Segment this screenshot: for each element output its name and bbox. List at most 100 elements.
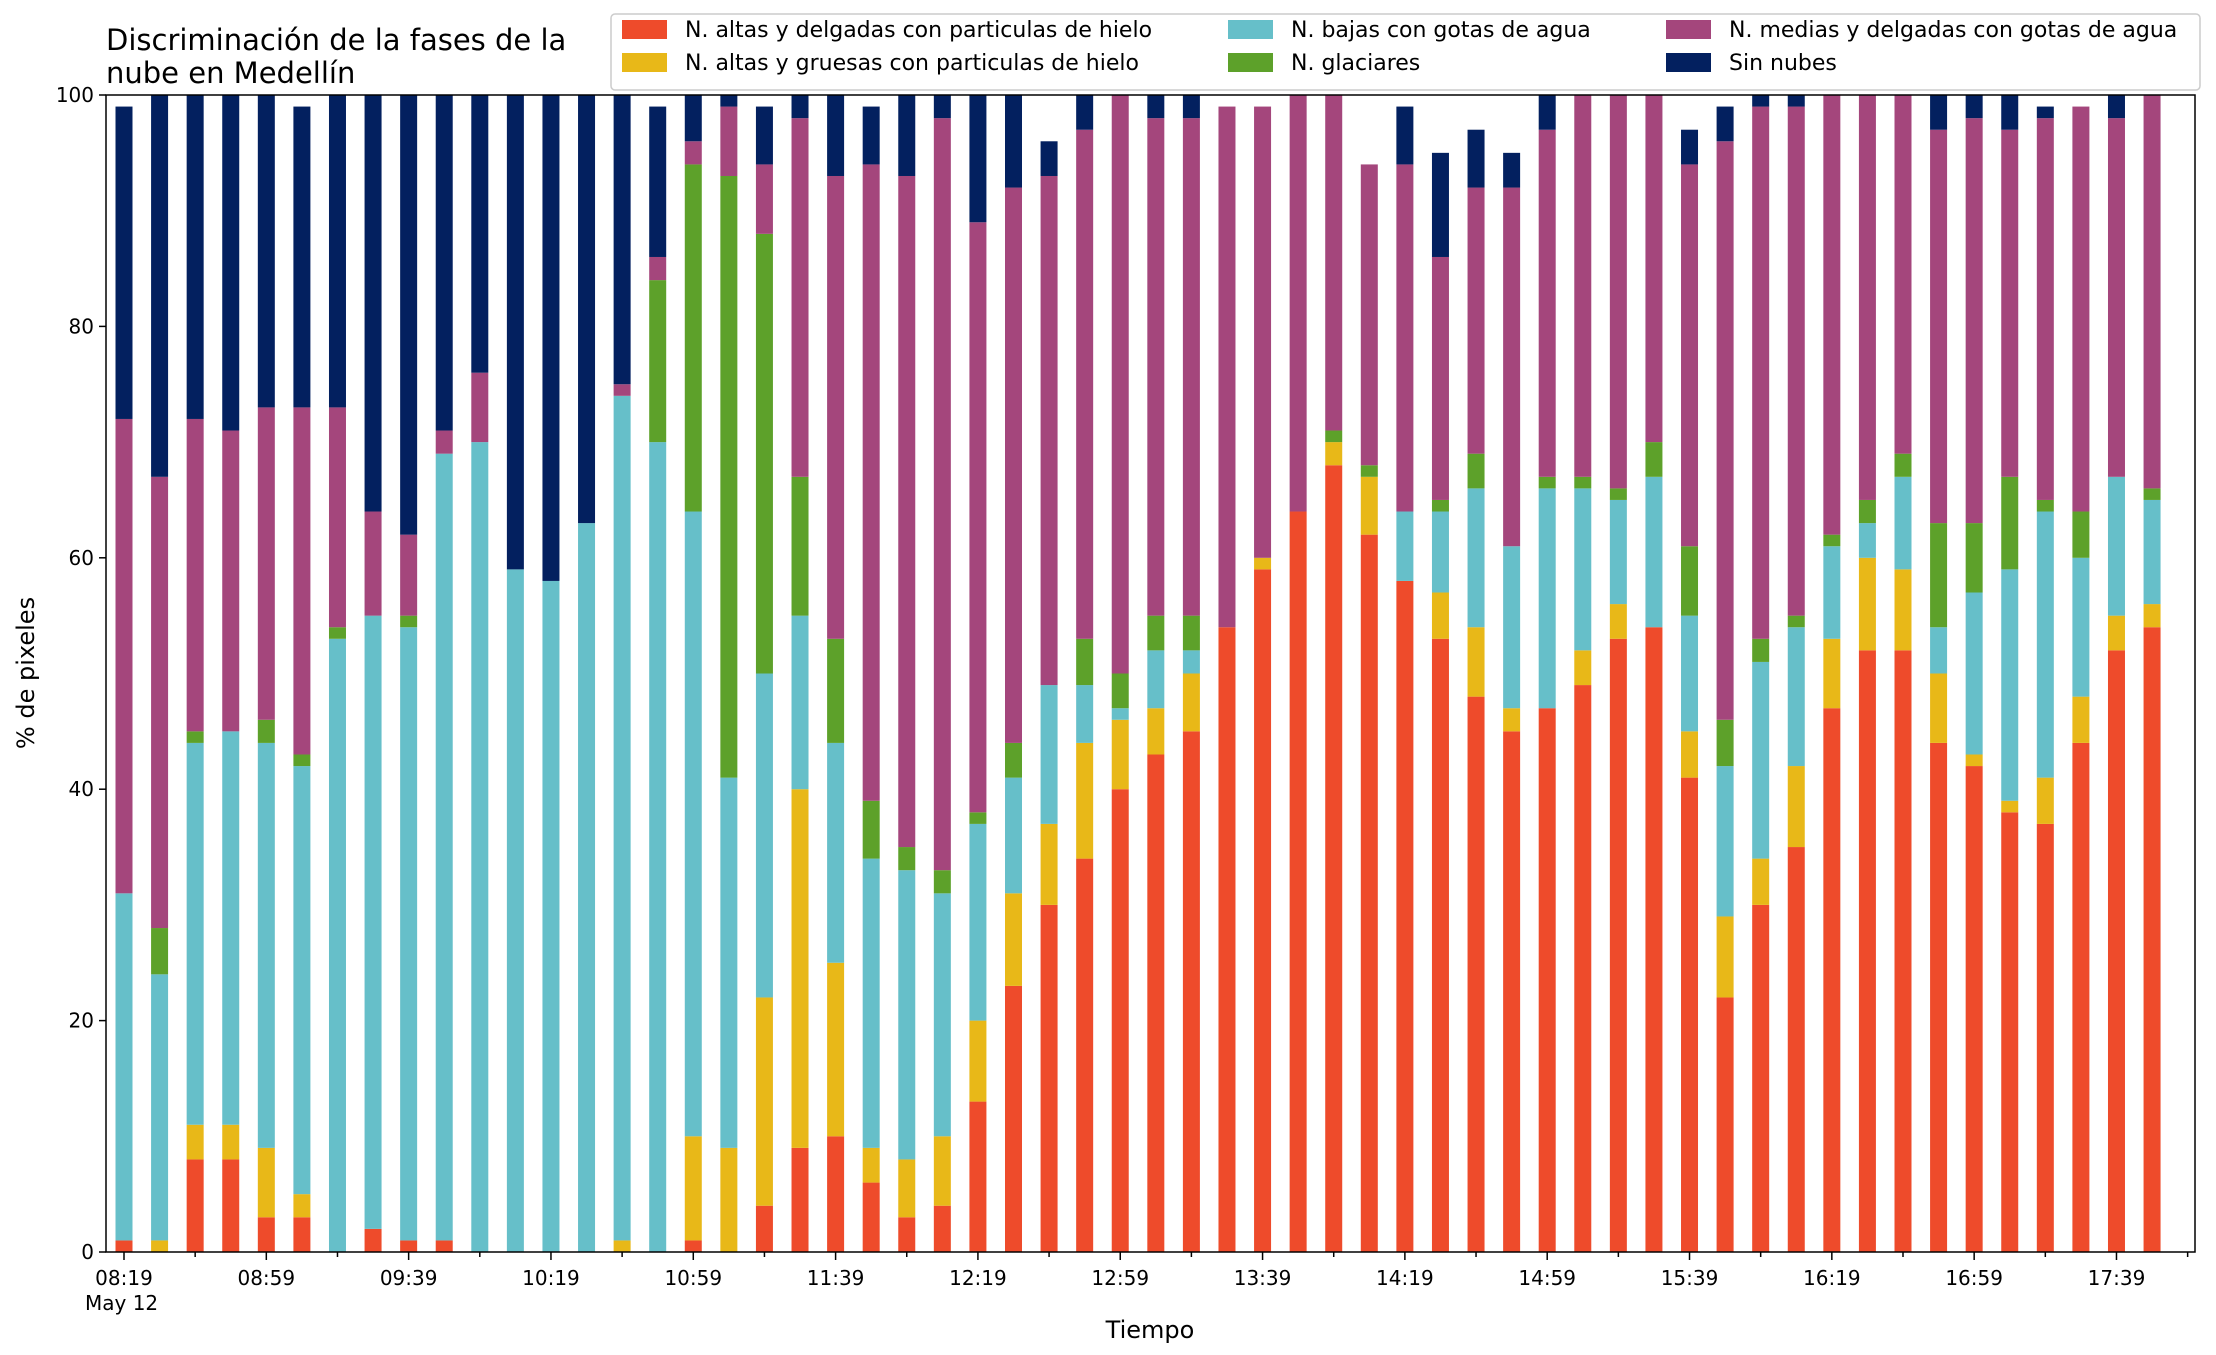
bar-sin-nubes-1309 [1147,95,1165,119]
bar-sin-nubes-1159 [898,95,916,176]
bar-n-altas-y-delgadas-con-particulas-de-hielo-0839 [186,1159,204,1252]
bar-n-altas-y-delgadas-con-particulas-de-hielo-1519 [1609,638,1627,1252]
bar-n-medias-y-delgadas-con-gotas-de-agua-1619 [1823,95,1841,535]
bar-sin-nubes-1129 [791,95,809,119]
bar-n-medias-y-delgadas-con-gotas-de-agua-1749 [2143,95,2161,489]
bar-n-altas-y-gruesas-con-particulas-de-hielo-1109 [720,1147,738,1252]
bar-n-bajas-con-gotas-de-agua-0819 [115,893,133,1241]
bar-n-bajas-con-gotas-de-agua-1609 [1787,627,1805,767]
bar-n-altas-y-gruesas-con-particulas-de-hielo-1229 [1005,893,1022,986]
bar-n-medias-y-delgadas-con-gotas-de-agua-1509 [1574,95,1592,477]
bar-n-glaciares-0919 [328,627,346,639]
bar-n-altas-y-delgadas-con-particulas-de-hielo-1509 [1574,685,1592,1252]
bar-n-medias-y-delgadas-con-gotas-de-agua-1229 [1005,187,1022,743]
bar-n-altas-y-delgadas-con-particulas-de-hielo-1339 [1254,569,1272,1252]
bar-n-medias-y-delgadas-con-gotas-de-agua-1039 [613,384,631,396]
bar-n-medias-y-delgadas-con-gotas-de-agua-1539 [1681,164,1699,547]
bar-n-medias-y-delgadas-con-gotas-de-agua-0939 [400,534,418,616]
legend-swatch-sin-nubes [1666,53,1711,72]
bar-n-glaciares-1459 [1538,476,1556,489]
legend-label-n-altas-y-gruesas-con-particulas-de-hielo: N. altas y gruesas con particulas de hie… [685,51,1139,76]
bar-sin-nubes-1319 [1182,95,1200,119]
bar-n-altas-y-gruesas-con-particulas-de-hielo-1319 [1182,673,1200,732]
bar-n-medias-y-delgadas-con-gotas-de-agua-1339 [1254,106,1272,558]
bar-n-altas-y-delgadas-con-particulas-de-hielo-1249 [1076,858,1094,1252]
bar-n-altas-y-delgadas-con-particulas-de-hielo-1459 [1538,708,1556,1252]
bar-sin-nubes-0959 [471,95,489,373]
bar-sin-nubes-0919 [328,95,346,408]
bar-n-glaciares-1509 [1574,476,1592,489]
bar-n-altas-y-delgadas-con-particulas-de-hielo-1119 [755,1205,773,1252]
x-tick-label: 12:59 [1091,1266,1149,1290]
bar-n-glaciares-0939 [400,615,418,628]
y-tick-label: 40 [69,777,94,801]
bar-n-altas-y-delgadas-con-particulas-de-hielo-1439 [1467,696,1485,1252]
y-axis-label: % de pixeles [12,597,40,749]
bar-n-glaciares-1319 [1182,615,1200,651]
bar-n-altas-y-delgadas-con-particulas-de-hielo-1729 [2072,742,2090,1252]
bar-n-glaciares-1629 [1858,499,1876,524]
bar-sin-nubes-1739 [2107,95,2125,119]
bar-n-altas-y-delgadas-con-particulas-de-hielo-1539 [1681,777,1699,1252]
bar-sin-nubes-1059 [684,95,702,142]
bar-n-bajas-con-gotas-de-agua-1739 [2107,476,2125,616]
bar-n-altas-y-delgadas-con-particulas-de-hielo-1319 [1182,731,1200,1252]
bar-n-bajas-con-gotas-de-agua-1749 [2143,499,2161,605]
bar-n-bajas-con-gotas-de-agua-1249 [1076,685,1094,743]
chart-title-line-2: nube en Medellín [106,56,355,90]
bar-n-altas-y-gruesas-con-particulas-de-hielo-0909 [293,1194,311,1218]
bar-n-bajas-con-gotas-de-agua-0839 [186,742,204,1125]
bar-n-medias-y-delgadas-con-gotas-de-agua-1349 [1289,95,1307,512]
bar-n-altas-y-delgadas-con-particulas-de-hielo-1309 [1147,754,1165,1252]
x-tick-label: 14:19 [1376,1266,1434,1290]
chart-title-line-1: Discriminación de la fases de la [106,23,566,57]
bar-n-bajas-con-gotas-de-agua-1419 [1396,511,1414,581]
bar-n-altas-y-gruesas-con-particulas-de-hielo-1519 [1609,604,1627,639]
bar-n-altas-y-delgadas-con-particulas-de-hielo-1429 [1431,638,1449,1252]
bar-n-altas-y-gruesas-con-particulas-de-hielo-0849 [222,1124,240,1160]
bar-n-altas-y-delgadas-con-particulas-de-hielo-0859 [257,1217,275,1252]
bar-n-medias-y-delgadas-con-gotas-de-agua-1649 [1930,129,1948,524]
bar-sin-nubes-1559 [1752,95,1770,107]
bar-n-medias-y-delgadas-con-gotas-de-agua-1359 [1325,95,1343,431]
bar-n-glaciares-1139 [827,638,845,743]
bar-n-bajas-con-gotas-de-agua-1119 [755,673,773,998]
bar-n-bajas-con-gotas-de-agua-1449 [1503,546,1521,709]
bar-n-bajas-con-gotas-de-agua-1719 [2036,511,2054,778]
y-axis: 0 20 40 60 80 100 [56,83,106,1264]
bar-sin-nubes-1449 [1503,152,1521,188]
bar-n-altas-y-gruesas-con-particulas-de-hielo-1639 [1894,569,1912,651]
bar-n-altas-y-delgadas-con-particulas-de-hielo-1619 [1823,708,1841,1252]
bar-n-bajas-con-gotas-de-agua-0909 [293,766,311,1195]
bars-layer [115,95,2161,1253]
bar-sin-nubes-0909 [293,106,311,408]
bar-n-glaciares-1129 [791,476,809,616]
legend-label-n-glaciares: N. glaciares [1291,51,1420,76]
bar-n-medias-y-delgadas-con-gotas-de-agua-1519 [1609,95,1627,489]
x-tick-date: May 12 [85,1291,158,1315]
bar-n-bajas-con-gotas-de-agua-1009 [506,569,524,1252]
bar-sin-nubes-0849 [222,95,240,431]
bar-n-medias-y-delgadas-con-gotas-de-agua-1559 [1752,106,1770,639]
bar-n-altas-y-delgadas-con-particulas-de-hielo-1219 [969,1101,987,1252]
bar-n-altas-y-delgadas-con-particulas-de-hielo-1239 [1040,904,1058,1252]
bar-n-glaciares-1659 [1965,523,1983,593]
bar-n-glaciares-1519 [1609,488,1627,500]
bar-n-glaciares-1149 [862,800,880,859]
bar-n-altas-y-delgadas-con-particulas-de-hielo-1649 [1930,742,1948,1252]
bar-n-altas-y-delgadas-con-particulas-de-hielo-0909 [293,1217,311,1252]
bar-n-altas-y-delgadas-con-particulas-de-hielo-1449 [1503,731,1521,1252]
bar-n-altas-y-delgadas-con-particulas-de-hielo-0939 [400,1240,418,1252]
bar-n-bajas-con-gotas-de-agua-1149 [862,858,880,1148]
bar-n-bajas-con-gotas-de-agua-1109 [720,777,738,1148]
bar-n-bajas-con-gotas-de-agua-1309 [1147,650,1165,709]
bar-sin-nubes-1249 [1076,95,1094,130]
y-tick-label: 60 [69,546,94,570]
bar-n-altas-y-gruesas-con-particulas-de-hielo-1309 [1147,708,1165,755]
bar-n-medias-y-delgadas-con-gotas-de-agua-0919 [328,407,346,628]
bar-n-bajas-con-gotas-de-agua-1059 [684,511,702,1137]
bar-n-glaciares-1049 [649,280,667,443]
bar-n-altas-y-gruesas-con-particulas-de-hielo-0839 [186,1124,204,1160]
x-tick-label: 16:59 [1945,1266,2003,1290]
bar-n-glaciares-1219 [969,812,987,824]
